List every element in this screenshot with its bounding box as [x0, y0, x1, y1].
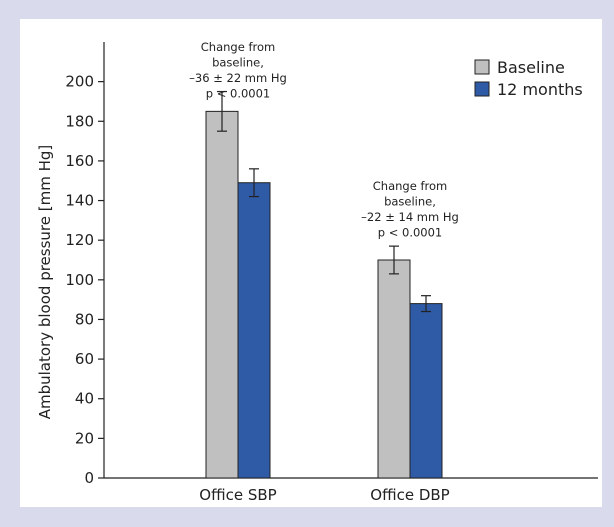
y-tick-label: 0 — [84, 469, 94, 487]
bar — [409, 303, 443, 479]
x-category-label: Office DBP — [370, 486, 449, 504]
annotation-text: baseline, — [384, 195, 436, 209]
bar — [377, 259, 411, 479]
x-axis: Office SBP Office DBP — [104, 477, 598, 504]
y-tick-label: 120 — [65, 231, 94, 249]
y-axis: 0 20 40 60 80 100 120 140 160 180 200 — [65, 42, 105, 487]
y-tick-label: 60 — [75, 350, 94, 368]
y-tick-label: 100 — [65, 271, 94, 289]
y-tick-label: 200 — [65, 73, 94, 91]
x-category-label: Office SBP — [199, 486, 276, 504]
legend-swatch — [474, 59, 490, 75]
annotation-text: baseline, — [212, 56, 264, 70]
annotation-text: –22 ± 14 mm Hg — [361, 210, 459, 224]
error-bars — [217, 90, 431, 313]
legend-label: Baseline — [497, 58, 565, 77]
plot-panel — [20, 19, 602, 507]
y-tick-label: 80 — [75, 310, 94, 328]
legend: Baseline 12 months — [474, 58, 583, 99]
y-tick-label: 180 — [65, 112, 94, 130]
annotation-text: p < 0.0001 — [206, 87, 271, 101]
annotation-text: –36 ± 22 mm Hg — [189, 71, 287, 85]
y-tick-label: 40 — [75, 390, 94, 408]
legend-label: 12 months — [497, 80, 583, 99]
bars — [205, 110, 443, 479]
annotation-text: Change from — [201, 40, 275, 54]
legend-swatch — [474, 81, 490, 97]
y-tick-label: 140 — [65, 192, 94, 210]
y-tick-label: 20 — [75, 429, 94, 447]
annotation-text: Change from — [373, 179, 447, 193]
y-tick-label: 160 — [65, 152, 94, 170]
bar — [237, 182, 271, 479]
bar — [205, 110, 239, 479]
annotation-text: p < 0.0001 — [378, 226, 443, 240]
y-axis-title: Ambulatory blood pressure [mm Hg] — [36, 145, 54, 420]
